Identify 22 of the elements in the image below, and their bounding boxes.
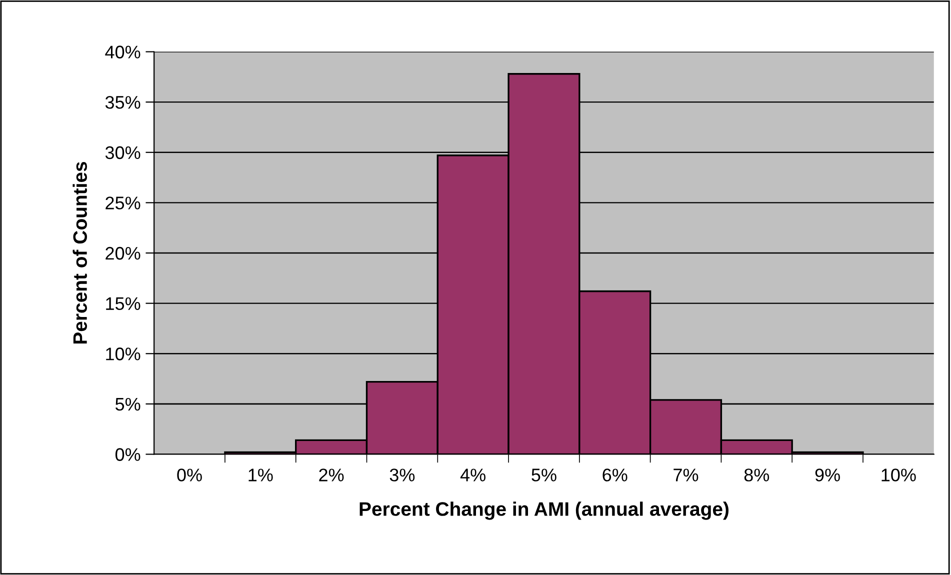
y-tick-label: 15% bbox=[106, 297, 140, 310]
x-tick-label: 5% bbox=[532, 468, 556, 482]
x-axis-title: Percent Change in AMI (annual average) bbox=[360, 502, 728, 520]
x-tick-label: 10% bbox=[882, 468, 916, 482]
x-tick-label: 8% bbox=[744, 468, 770, 482]
y-tick-label: 25% bbox=[106, 196, 140, 210]
y-tick-label: 40% bbox=[105, 46, 140, 58]
x-tick-label: 7% bbox=[674, 468, 698, 482]
y-tick-label: 20% bbox=[106, 246, 140, 260]
y-tick-label: 30% bbox=[105, 146, 140, 160]
x-tick-label: 2% bbox=[319, 468, 344, 482]
x-tick-label: 4% bbox=[460, 468, 486, 482]
y-axis-title: Percent of Counties bbox=[72, 162, 87, 344]
y-tick-label: 0% bbox=[115, 448, 140, 461]
x-tick-label: 1% bbox=[248, 468, 273, 482]
y-tick-label: 5% bbox=[115, 398, 140, 411]
x-tick-label: 3% bbox=[390, 468, 415, 482]
x-tick-label: 0% bbox=[177, 468, 202, 482]
y-tick-label: 10% bbox=[106, 348, 140, 360]
x-tick-label: 6% bbox=[602, 468, 628, 482]
y-tick-label: 35% bbox=[105, 96, 140, 109]
x-tick-label: 9% bbox=[815, 468, 840, 482]
